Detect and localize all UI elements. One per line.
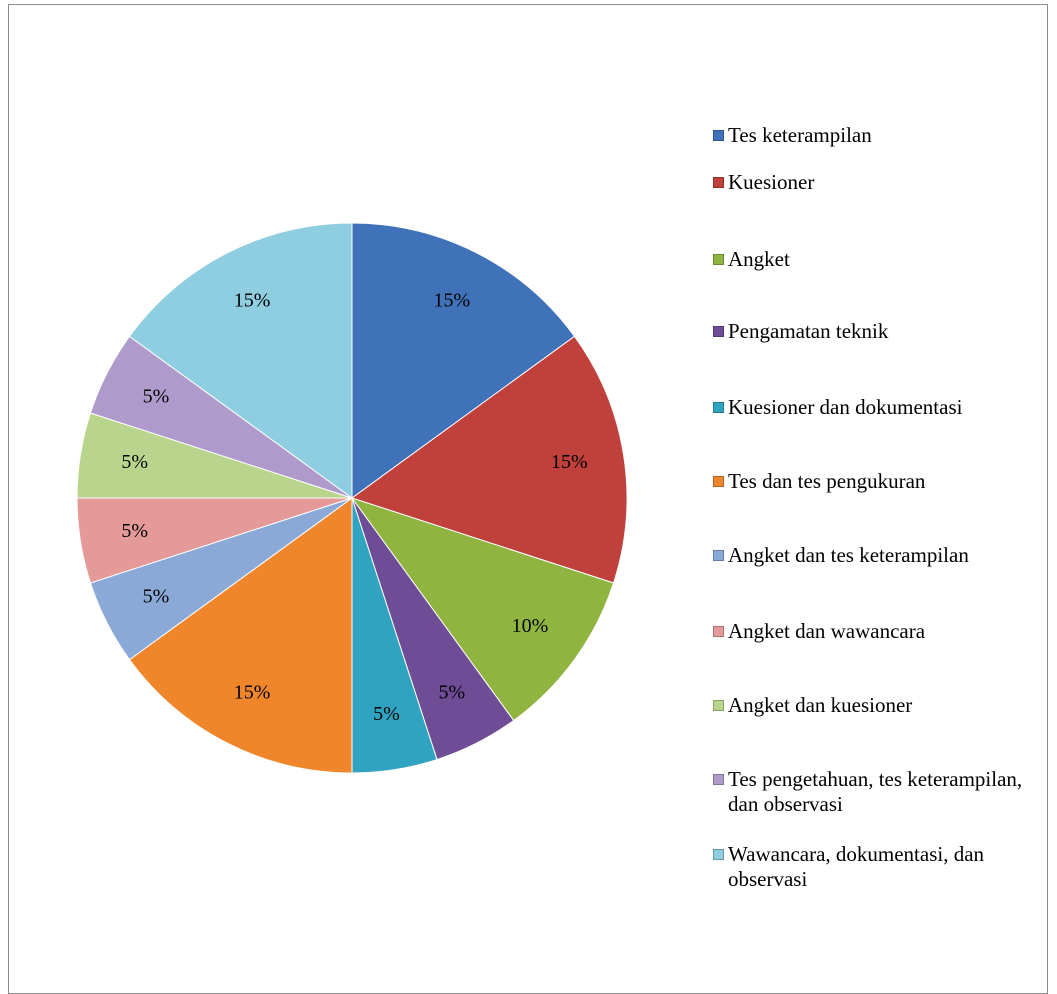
legend-entry: Tes pengetahuan, tes keterampilan, dan o… [713, 767, 1043, 817]
pie-slice [128, 222, 353, 499]
data-label: 5% [439, 682, 466, 704]
data-label: 5% [121, 451, 148, 473]
data-label: 15% [234, 290, 271, 312]
data-label: 5% [373, 703, 400, 725]
legend-label: Kuesioner [728, 170, 815, 194]
legend-label: Tes keterampilan [728, 123, 872, 147]
data-label: 15% [234, 682, 271, 704]
legend-swatch [713, 130, 724, 141]
legend-entry: Angket dan kuesioner [713, 693, 1043, 718]
data-label: 5% [121, 520, 148, 542]
legend-entry: Kuesioner dan dokumentasi [713, 395, 1043, 420]
legend-swatch [713, 849, 724, 860]
legend-label: Angket dan wawancara [728, 619, 926, 643]
legend-swatch [713, 402, 724, 413]
data-label: 10% [512, 615, 549, 637]
legend-entry: Angket [713, 247, 1043, 272]
legend-label: Kuesioner dan dokumentasi [728, 395, 963, 419]
legend-entry: Angket dan wawancara [713, 619, 1043, 644]
legend-label: Wawancara, dokumentasi, dan observasi [728, 842, 985, 891]
legend-label: Angket dan kuesioner [728, 693, 913, 717]
legend-label: Angket [728, 247, 790, 271]
legend-entry: Wawancara, dokumentasi, dan observasi [713, 842, 1043, 892]
legend-swatch [713, 550, 724, 561]
legend-entry: Pengamatan teknik [713, 319, 1043, 344]
legend-label: Tes dan tes pengukuran [728, 469, 926, 493]
legend-entry: Kuesioner [713, 170, 1043, 195]
legend-label: Pengamatan teknik [728, 319, 889, 343]
legend-entry: Tes keterampilan [713, 123, 1043, 148]
data-label: 5% [143, 386, 170, 408]
pie-slice [350, 497, 615, 722]
legend-entry: Tes dan tes pengukuran [713, 469, 1043, 494]
legend-swatch [713, 626, 724, 637]
legend-swatch [713, 476, 724, 487]
legend-swatch [713, 254, 724, 265]
data-label: 15% [551, 451, 588, 473]
pie-slice [351, 222, 576, 499]
legend-entry: Angket dan tes keterampilan [713, 543, 1043, 568]
legend-swatch [713, 700, 724, 711]
legend-label: Angket dan tes keterampilan [728, 543, 969, 567]
legend-swatch [713, 774, 724, 785]
pie-slice [350, 335, 628, 584]
pie-slice [128, 497, 353, 774]
legend-swatch [713, 177, 724, 188]
legend-swatch [713, 326, 724, 337]
legend-label: Tes pengetahuan, tes keterampilan, dan o… [728, 767, 1023, 816]
data-label: 5% [143, 585, 170, 607]
data-label: 15% [434, 290, 471, 312]
